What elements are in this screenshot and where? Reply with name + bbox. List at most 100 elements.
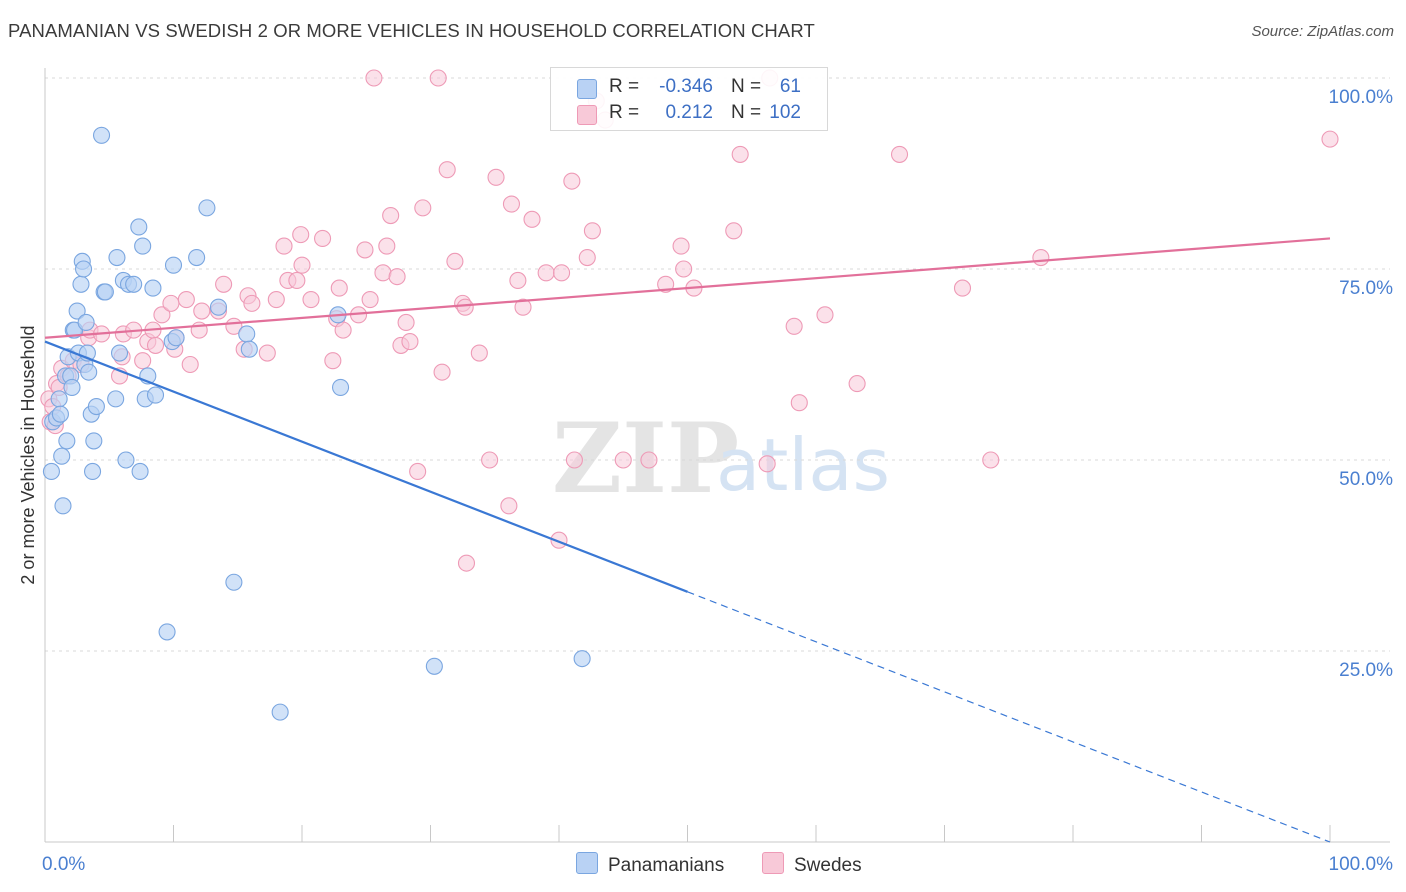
panamanians-point — [87, 397, 105, 416]
swedes-point — [583, 222, 601, 240]
n-label: N = — [731, 76, 762, 97]
swedes-point — [177, 291, 195, 309]
swedes-point — [134, 352, 152, 370]
panamanians-point — [240, 340, 258, 358]
panamanians-trend-dashed — [687, 591, 1331, 843]
r-value: -0.346 — [659, 76, 713, 97]
swedes-point — [457, 554, 476, 572]
swedes-point — [523, 210, 541, 228]
legend-item-swedes: Swedes — [762, 852, 862, 877]
swedes-point — [446, 252, 464, 270]
swedes-point — [816, 306, 834, 324]
swedes-point — [657, 275, 675, 293]
panamanians-point — [53, 447, 71, 465]
swedes-point — [537, 264, 555, 282]
swedes-point — [890, 145, 909, 163]
swedes-point — [414, 199, 432, 217]
y-tick-label: 25.0% — [1339, 660, 1393, 681]
n-value: 102 — [769, 102, 801, 123]
swedes-point — [193, 302, 211, 320]
swedes-point — [409, 462, 427, 481]
panamanians-point — [107, 390, 125, 408]
swedes-point — [675, 260, 693, 278]
swedes-point — [785, 317, 803, 335]
source-label: Source: ZipAtlas.com — [1251, 23, 1394, 40]
swedes-point — [433, 363, 451, 381]
panamanians-point — [144, 279, 162, 297]
swedes-point — [672, 237, 690, 255]
panamanians-legend-swatch — [576, 852, 598, 874]
panamanians-point — [131, 462, 149, 481]
y-tick-label: 100.0% — [1329, 87, 1394, 108]
swedes-point — [378, 237, 396, 255]
panamanians-point — [164, 256, 183, 274]
swedes-point — [365, 69, 383, 87]
swedes-point — [361, 291, 379, 309]
panamanians-point — [198, 199, 216, 217]
r-label: R = — [609, 76, 640, 97]
swedes-point — [401, 333, 419, 351]
panamanians-point — [425, 657, 443, 675]
panamanians-point — [238, 325, 256, 343]
panamanians-point — [117, 451, 135, 469]
watermark: ZIP atlas — [552, 402, 890, 515]
panamanians-point — [146, 386, 165, 404]
panamanians-point — [72, 275, 90, 293]
panamanians-point — [58, 432, 76, 450]
panamanians-point — [51, 405, 69, 423]
panamanians-point — [96, 283, 114, 301]
swedes-point — [215, 275, 233, 293]
panamanians-point — [68, 302, 86, 320]
swedes-point — [388, 268, 406, 286]
panamanians-point — [110, 344, 129, 362]
panamanians-point — [77, 313, 95, 332]
n-value: 61 — [779, 76, 801, 97]
panamanians-point — [42, 462, 60, 481]
panamanians-point — [331, 378, 350, 396]
panamanians-point — [54, 497, 72, 515]
panamanians-point — [167, 329, 185, 347]
swedes-point — [1032, 248, 1050, 267]
swedes-point — [330, 279, 348, 297]
panamanians-point — [83, 462, 102, 481]
panamanians-point — [50, 390, 68, 408]
swedes-point — [487, 168, 505, 186]
x-tick-label-max: 100.0% — [1329, 854, 1394, 875]
swedes-point — [563, 172, 581, 190]
n-label: N = — [731, 102, 762, 123]
panamanians-point — [125, 275, 143, 293]
panamanians-point — [130, 218, 148, 236]
swedes-point — [292, 226, 310, 244]
y-tick-label: 50.0% — [1339, 469, 1393, 490]
chart-title: PANAMANIAN VS SWEDISH 2 OR MORE VEHICLES… — [8, 20, 815, 41]
panamanians-point — [158, 623, 176, 641]
swedes-point — [790, 394, 808, 412]
swedes-point — [578, 248, 596, 267]
panamanians-point — [188, 248, 206, 267]
panamanians-point — [225, 573, 243, 591]
grid — [45, 77, 1390, 652]
panamanians-point — [134, 237, 152, 255]
panamanians-point — [75, 260, 93, 278]
watermark-atlas: atlas — [716, 423, 890, 507]
swedes-point — [456, 298, 474, 316]
legend-label: Swedes — [794, 855, 862, 876]
panamanians-point — [108, 248, 126, 267]
stats-row-swedes: R = 0.212 N = 102 — [551, 101, 827, 127]
swedes-point — [324, 352, 342, 370]
swedes-point — [614, 451, 632, 469]
swedes-point — [758, 455, 776, 473]
panamanians-trend-line — [44, 340, 688, 593]
swedes-point — [382, 206, 400, 225]
swedes-point — [288, 271, 306, 290]
y-tick-label: 75.0% — [1339, 278, 1393, 299]
swedes-point — [397, 313, 415, 332]
y-axis-label: 2 or more Vehicles in Household — [18, 325, 38, 584]
tick-labels: 25.0% 50.0% 75.0% 100.0% 0.0% 100.0% — [42, 87, 1393, 875]
panamanians-point — [63, 378, 81, 396]
panamanians-swatch — [577, 79, 597, 99]
swedes-point — [953, 279, 972, 297]
swedes-point — [565, 451, 583, 469]
swedes-point — [514, 298, 532, 316]
